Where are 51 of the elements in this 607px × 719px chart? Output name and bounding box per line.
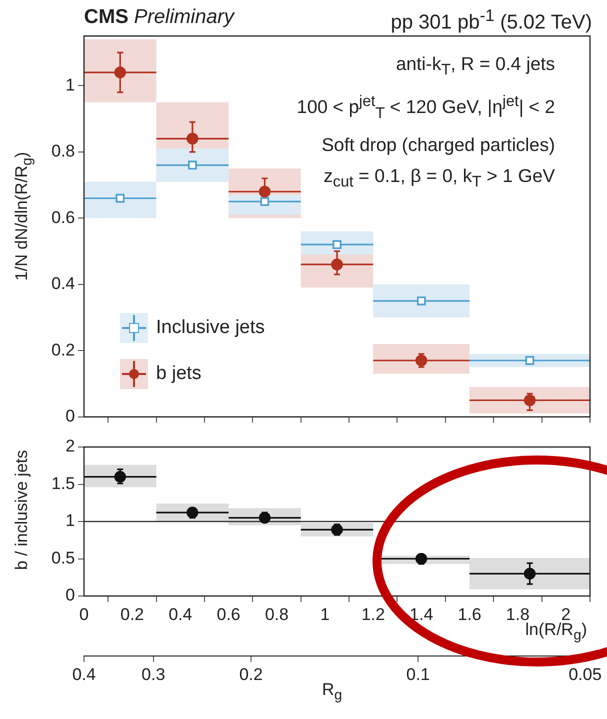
chart-subtitle: pp 301 pb$^{-1}$ (5.02 TeV) — [390, 6, 592, 35]
bar — [84, 39, 156, 102]
y-tick-label: 0 — [66, 406, 75, 426]
x-tick-label: 0.6 — [216, 604, 240, 624]
y-tick-label: 0 — [66, 586, 75, 605]
annotation: 100 < p$^{jet}$$_{T}$ < 120 GeV, |η$^{jet}$| < 2 — [296, 92, 555, 124]
x-tick-label: 1.4 — [410, 604, 434, 624]
point — [332, 240, 342, 249]
point — [524, 568, 536, 580]
point — [260, 197, 270, 206]
y-axis-title: b / inclusive jets — [12, 450, 32, 570]
chart-title: CMS Preliminary — [84, 6, 234, 28]
x2-tick-label: 0.1 — [406, 664, 430, 684]
y-tick-label: 0.2 — [51, 340, 75, 360]
y-tick-label: 2 — [66, 436, 75, 456]
legend-label: Inclusive jets — [155, 316, 265, 340]
y-tick-label: 1.5 — [51, 474, 75, 493]
x-tick-label: 0 — [79, 604, 89, 624]
x2-tick-label: 0.2 — [239, 664, 263, 684]
point — [114, 471, 126, 483]
bar — [84, 182, 156, 218]
point — [186, 132, 198, 144]
x-tick-label: 1.6 — [458, 604, 482, 624]
point — [114, 66, 126, 78]
point — [524, 394, 536, 406]
x2-tick-label: 0.3 — [142, 664, 166, 684]
x-tick-label: 0.4 — [168, 604, 192, 624]
y-tick-label: 0.5 — [51, 548, 75, 568]
point — [525, 356, 534, 365]
x2-tick-label: 0.05 — [568, 664, 602, 684]
x-tick-label: 1 — [320, 604, 330, 624]
y-tick-label: 0.4 — [51, 274, 75, 294]
bar — [156, 148, 229, 182]
y-tick-label: 0.8 — [51, 142, 75, 161]
point — [258, 186, 271, 198]
x-tick-label: 0.2 — [120, 604, 144, 624]
point — [188, 160, 197, 170]
point — [116, 194, 124, 203]
y-tick-label: 1 — [66, 75, 75, 94]
x2-axis-title: R$_{g}$ — [322, 680, 342, 704]
y-tick-label: 0.6 — [51, 208, 75, 227]
x-tick-label: 1.2 — [361, 604, 385, 624]
x-tick-label: 0.8 — [264, 604, 289, 624]
annotation: anti-k$_{T}$, R = 0.4 jets — [394, 52, 555, 81]
annotation: Soft drop (charged particles) — [320, 132, 555, 157]
y-tick-label: 1 — [66, 511, 75, 530]
point — [417, 296, 426, 306]
point — [331, 258, 343, 270]
bar — [300, 231, 374, 255]
annotation: z$_{cut}$ = 0.1, β = 0, k$_{T}$ > 1 GeV — [322, 164, 555, 192]
legend-label: b jets — [155, 362, 202, 386]
